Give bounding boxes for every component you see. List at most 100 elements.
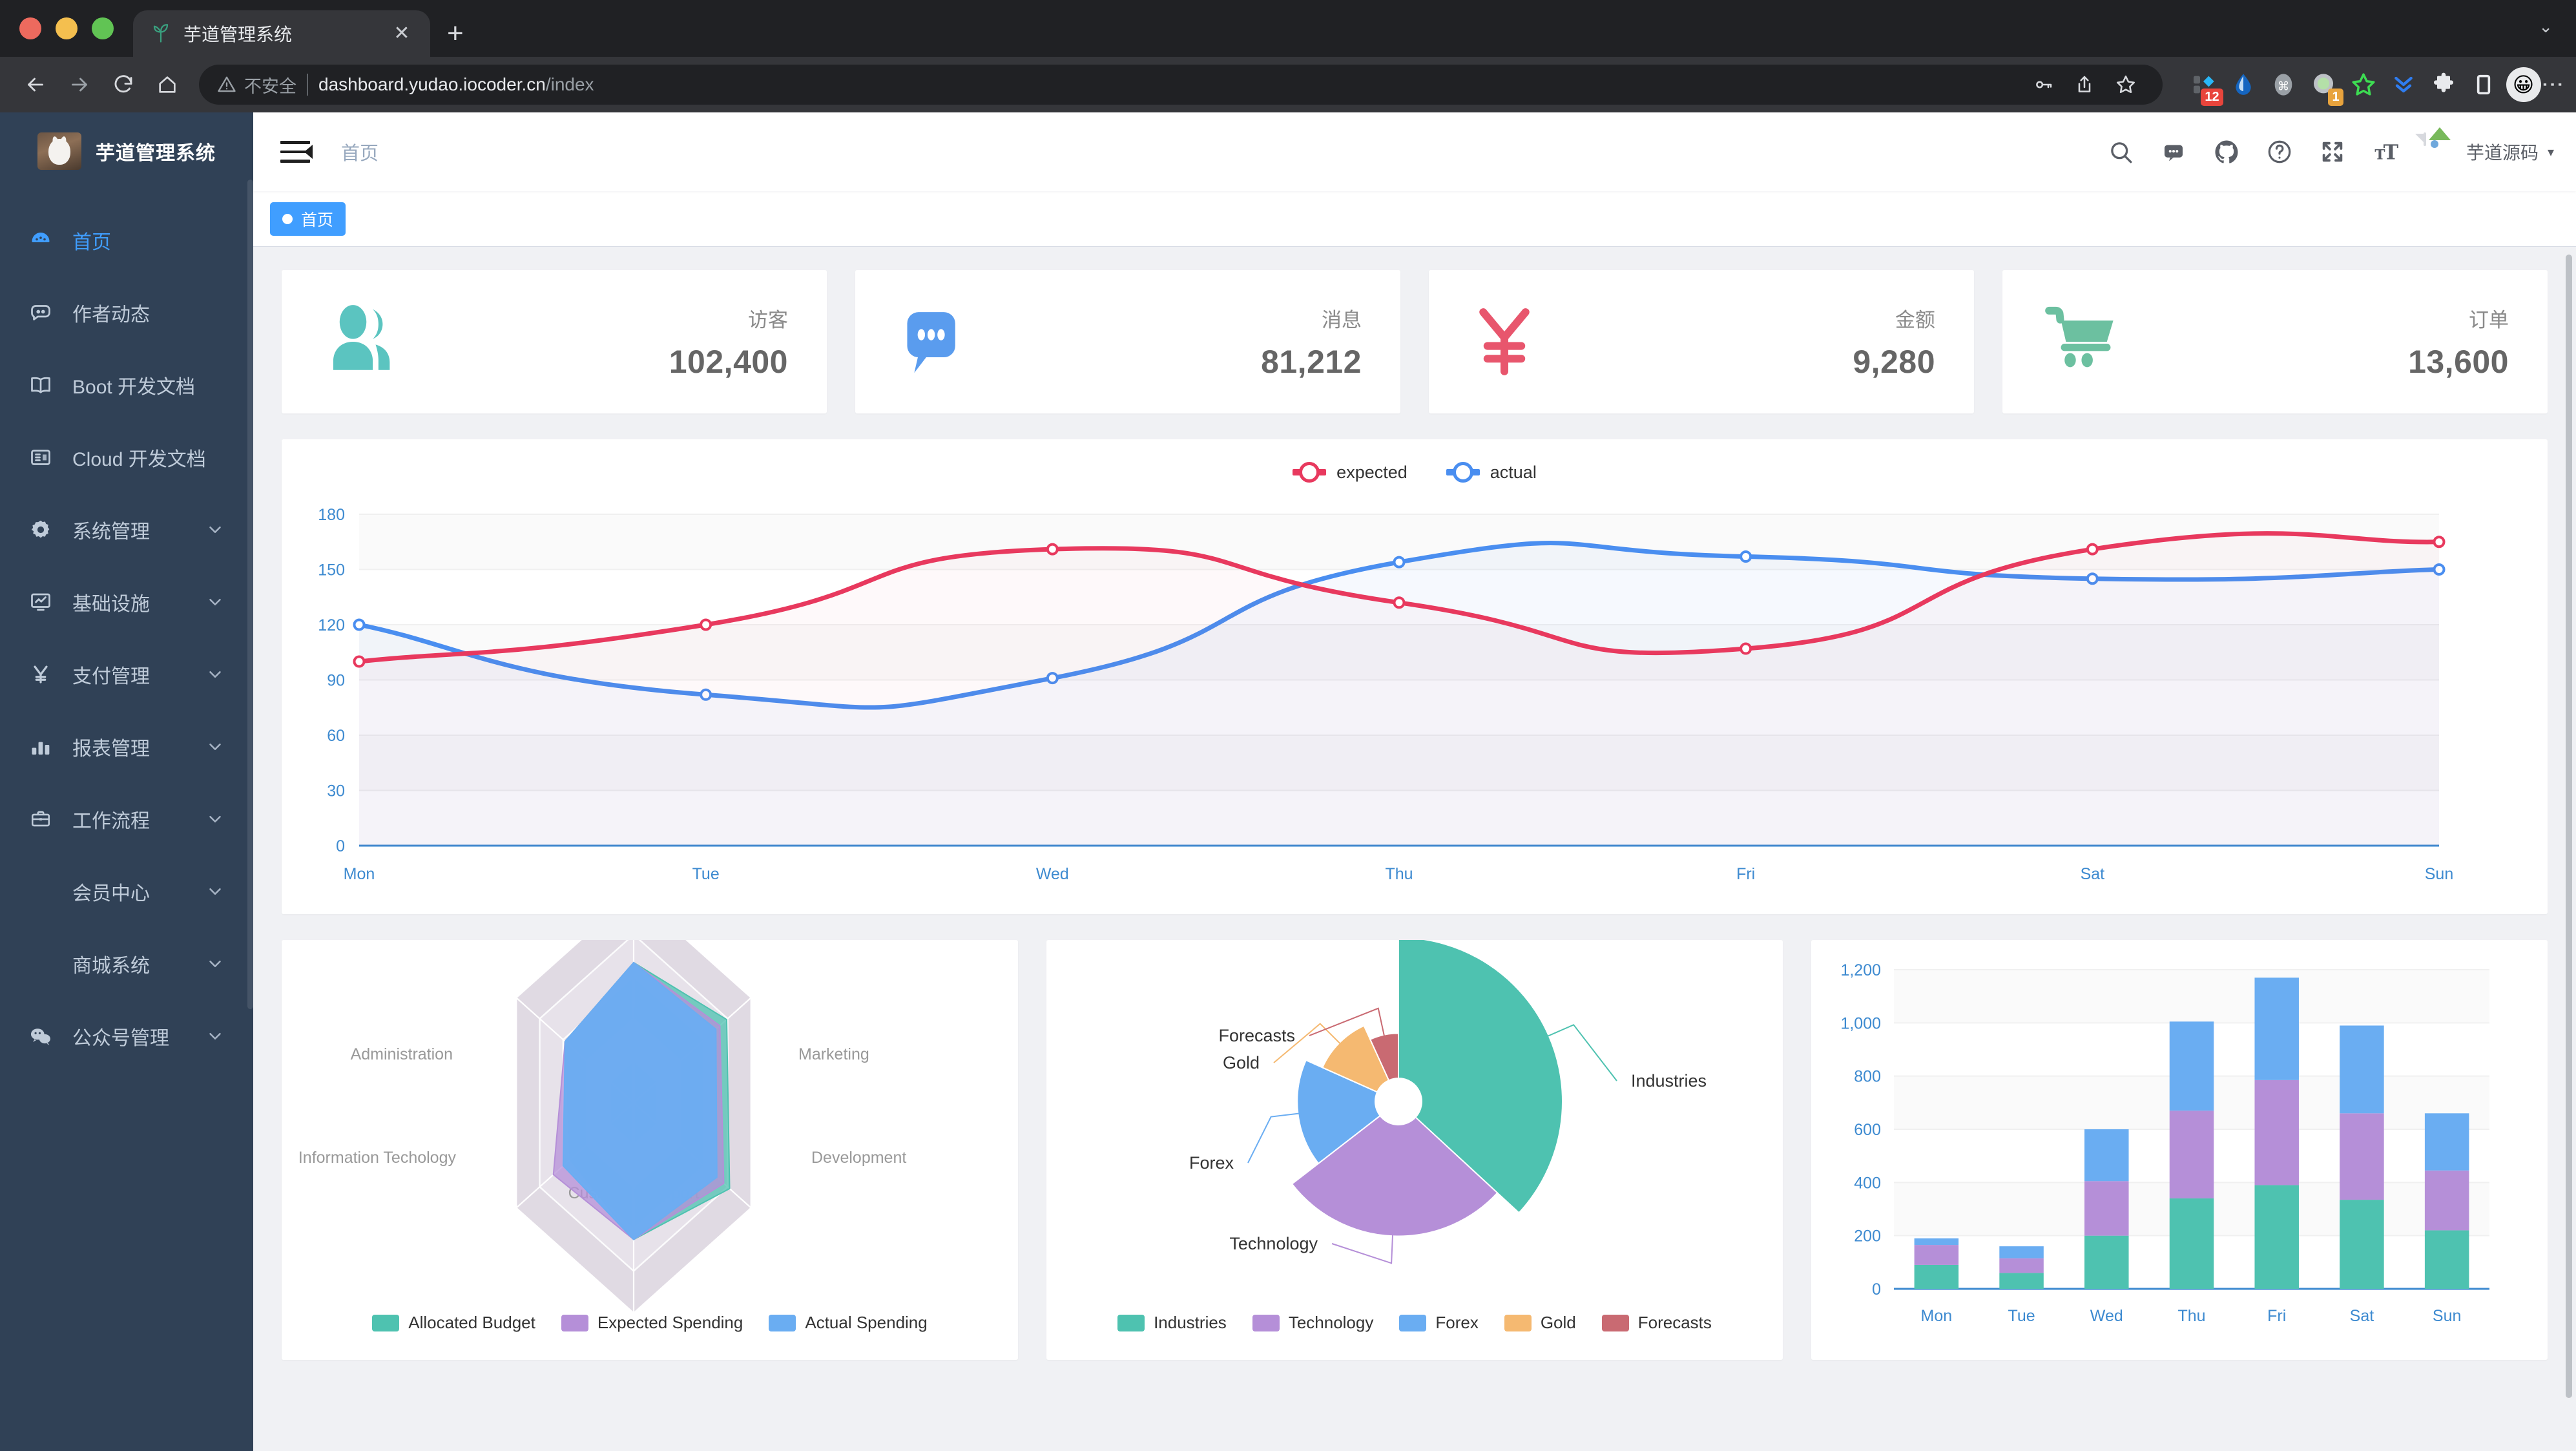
- stat-value: 13,600: [2408, 343, 2509, 380]
- legend-swatch: [1504, 1314, 1532, 1331]
- fullscreen-icon[interactable]: [2306, 125, 2359, 178]
- pie-chart-legend: Industries Technology Forex Gold Forecasts: [1046, 1313, 1783, 1333]
- chevron-down-icon[interactable]: ⌄: [2539, 17, 2553, 36]
- search-icon[interactable]: [2094, 125, 2147, 178]
- forward-icon[interactable]: [61, 66, 98, 103]
- github-icon[interactable]: [2200, 125, 2253, 178]
- url-text: dashboard.yudao.iocoder.cn/index: [318, 74, 594, 95]
- water-drop-extension-icon[interactable]: [2226, 67, 2261, 102]
- broken-image-icon[interactable]: [2415, 127, 2460, 170]
- sidebar-item-report-management[interactable]: 报表管理: [0, 711, 253, 783]
- sidebar-item-mall-system[interactable]: 商城系统: [0, 928, 253, 1000]
- briefcase-icon: [26, 808, 56, 830]
- browser-menu-icon[interactable]: ⋮: [2540, 74, 2565, 96]
- legend-item[interactable]: Expected Spending: [561, 1313, 743, 1333]
- svg-text:Sun: Sun: [2425, 865, 2453, 883]
- address-bar[interactable]: 不安全 dashboard.yudao.iocoder.cn/index: [199, 65, 2163, 105]
- close-icon[interactable]: ✕: [393, 23, 410, 44]
- circle-extension-icon[interactable]: 1: [2306, 67, 2343, 106]
- password-key-icon[interactable]: [2024, 66, 2062, 103]
- pie-chart-svg: Industries Technology Forex Gold Forecasts: [1189, 940, 1707, 1264]
- legend-item-expected[interactable]: expected: [1293, 463, 1407, 483]
- svg-text:1,200: 1,200: [1840, 961, 1881, 979]
- maximize-window-button[interactable]: [92, 17, 114, 39]
- stat-card-messages[interactable]: 消息 81,212: [855, 270, 1400, 413]
- tag-home[interactable]: 首页: [270, 202, 346, 236]
- message-icon: [895, 304, 992, 380]
- sidebar-item-label: 系统管理: [72, 521, 150, 543]
- svg-text:600: 600: [1854, 1121, 1881, 1139]
- legend-item[interactable]: Forecasts: [1601, 1313, 1712, 1333]
- star-extension-icon[interactable]: [2346, 67, 2381, 102]
- reload-icon[interactable]: [105, 66, 142, 103]
- share-icon[interactable]: [2066, 66, 2103, 103]
- back-icon[interactable]: [17, 66, 54, 103]
- sidebar-item-payment-management[interactable]: 支付管理: [0, 638, 253, 711]
- legend-item[interactable]: Allocated Budget: [372, 1313, 535, 1333]
- help-icon[interactable]: [2253, 125, 2306, 178]
- sidebar-item-cloud-docs[interactable]: Cloud 开发文档: [0, 421, 253, 494]
- not-secure-badge: 不安全: [217, 72, 296, 98]
- bar-chart-icon: [26, 735, 56, 758]
- breadcrumb: 首页: [341, 143, 379, 164]
- profile-avatar[interactable]: 😀: [2506, 67, 2541, 102]
- legend-item[interactable]: Forex: [1399, 1313, 1479, 1333]
- legend-item[interactable]: Industries: [1117, 1313, 1227, 1333]
- tag-label: 首页: [301, 211, 334, 229]
- legend-item[interactable]: Technology: [1252, 1313, 1373, 1333]
- sidebar: 芋道管理系统 首页 作者动态: [0, 112, 253, 1451]
- message-icon[interactable]: [2147, 125, 2200, 178]
- tab-strip: 芋道管理系统 ✕ + ⌄: [0, 0, 2576, 57]
- home-icon[interactable]: [149, 66, 186, 103]
- pie-chart-card: Industries Technology Forex Gold Forecasts I…: [1046, 940, 1783, 1360]
- legend-swatch: [1601, 1314, 1629, 1331]
- legend-label: Gold: [1540, 1313, 1576, 1332]
- stat-card-amount[interactable]: 金额 9,280: [1429, 270, 1974, 413]
- svg-text:0: 0: [336, 837, 345, 855]
- legend-item[interactable]: Actual Spending: [769, 1313, 928, 1333]
- new-tab-button[interactable]: +: [447, 17, 464, 49]
- monitor-icon: [26, 590, 56, 614]
- close-window-button[interactable]: [19, 17, 41, 39]
- sidebar-item-infrastructure[interactable]: 基础设施: [0, 566, 253, 638]
- top-navbar: 首页: [253, 112, 2576, 191]
- chevrons-down-extension-icon[interactable]: [2386, 67, 2421, 102]
- stat-card-visitors[interactable]: 访客 102,400: [282, 270, 827, 413]
- sidebar-toggle-icon[interactable]: [280, 138, 313, 166]
- sidebar-item-label: 工作流程: [72, 811, 150, 832]
- legend-item[interactable]: Gold: [1504, 1313, 1576, 1333]
- svg-text:Sun: Sun: [2433, 1307, 2461, 1325]
- sidebar-item-boot-docs[interactable]: Boot 开发文档: [0, 349, 253, 421]
- sidebar-item-home[interactable]: 首页: [0, 204, 253, 277]
- brand-title: 芋道管理系统: [96, 143, 216, 164]
- svg-text:Sat: Sat: [2350, 1307, 2374, 1325]
- sidebar-item-system-management[interactable]: 系统管理: [0, 494, 253, 566]
- sidebar-scrollbar[interactable]: [247, 112, 253, 1451]
- sidebar-item-author-news[interactable]: 作者动态: [0, 277, 253, 349]
- content-scrollbar[interactable]: [2564, 253, 2573, 1447]
- username-label[interactable]: 芋道源码: [2466, 143, 2539, 163]
- stat-values: 金额 9,280: [1853, 304, 1935, 381]
- svg-text:400: 400: [1854, 1174, 1881, 1192]
- stat-cards: 访客 102,400 消息 81,212: [282, 270, 2548, 413]
- sidebar-item-workflow[interactable]: 工作流程: [0, 783, 253, 855]
- stat-label: 订单: [2469, 308, 2509, 331]
- browser-tab[interactable]: 芋道管理系统 ✕: [133, 10, 430, 57]
- legend-marker: [1293, 469, 1327, 475]
- side-panel-extension-icon[interactable]: [2466, 67, 2501, 102]
- command-extension-icon[interactable]: ⌘: [2266, 67, 2301, 102]
- minimize-window-button[interactable]: [56, 17, 78, 39]
- sidebar-item-member-center[interactable]: 会员中心: [0, 855, 253, 928]
- bookmark-star-icon[interactable]: [2107, 66, 2145, 103]
- legend-item-actual[interactable]: actual: [1446, 463, 1537, 483]
- radar-chart-card: SalesMarketingDevelopmentCustomer Suppor…: [282, 940, 1018, 1360]
- chevron-down-icon[interactable]: ▾: [2547, 145, 2554, 160]
- svg-text:800: 800: [1854, 1068, 1881, 1086]
- todoist-extension-icon[interactable]: 12: [2186, 67, 2223, 106]
- puzzle-extension-icon[interactable]: [2426, 67, 2461, 102]
- svg-text:⌘: ⌘: [2277, 79, 2289, 93]
- stat-card-orders[interactable]: 订单 13,600: [2002, 270, 2548, 413]
- sidebar-item-wechat-management[interactable]: 公众号管理: [0, 1000, 253, 1072]
- sidebar-brand[interactable]: 芋道管理系统: [0, 112, 253, 190]
